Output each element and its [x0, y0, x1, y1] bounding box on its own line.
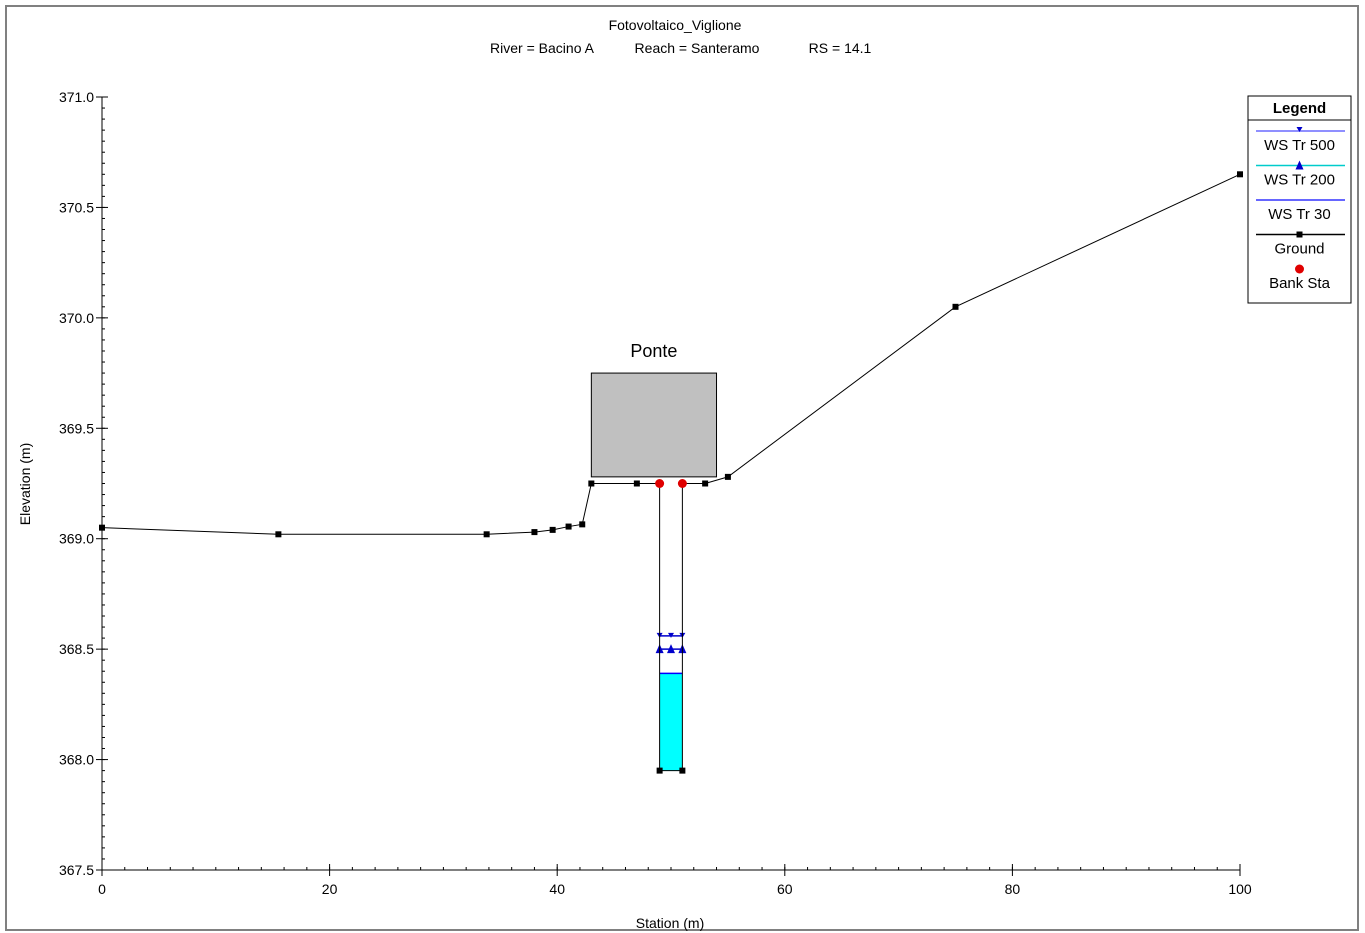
subtitle-river: River = Bacino A	[490, 40, 595, 56]
axes: 367.5 368.0 368.5 369.0 369.5 370.0 370.5 371.0…	[59, 89, 1252, 897]
ground-point	[483, 531, 490, 538]
ground-point	[531, 529, 538, 536]
x-tick-label: 80	[1005, 881, 1021, 897]
x-tick-label: 0	[98, 881, 106, 897]
ground-point	[275, 531, 282, 538]
ground-point	[549, 526, 556, 533]
y-tick-label: 371.0	[59, 89, 94, 105]
legend: Legend WS Tr 500 WS Tr 200 WS Tr 30 Ground Ba…	[1247, 95, 1352, 304]
ground-point	[724, 473, 731, 480]
bank-station-point	[655, 479, 665, 488]
y-tick-label: 369.0	[59, 531, 94, 547]
legend-entry-label: WS Tr 200	[1264, 172, 1335, 189]
legend-marker	[1295, 160, 1304, 170]
ground-point	[702, 480, 709, 487]
x-tick-label: 100	[1228, 881, 1252, 897]
x-tick-label: 60	[777, 881, 793, 897]
bridge-deck	[590, 372, 718, 478]
legend-entry-label: Bank Sta	[1269, 275, 1331, 292]
legend-title: Legend	[1273, 100, 1326, 117]
ground-point	[952, 303, 959, 310]
legend-marker	[1295, 264, 1304, 274]
water-fill	[659, 673, 683, 771]
x-tick-label: 20	[322, 881, 338, 897]
y-tick-label: 368.0	[59, 752, 94, 768]
legend-entry-label: Ground	[1274, 241, 1324, 258]
y-tick-label: 368.5	[59, 641, 94, 657]
ground-point	[633, 480, 640, 487]
subtitle-reach: Reach = Santeramo	[635, 40, 760, 56]
ground-point	[679, 767, 686, 774]
x-tick-label: 40	[549, 881, 565, 897]
ground-point	[579, 521, 586, 528]
chart-title: Fotovoltaico_Viglione	[609, 17, 742, 33]
plot-area: Ponte	[99, 171, 1243, 774]
ws-marker	[667, 644, 675, 654]
legend-marker	[1296, 231, 1303, 238]
y-tick-label: 367.5	[59, 862, 94, 878]
subtitle-rs: RS = 14.1	[809, 40, 872, 56]
ground-point	[1237, 171, 1243, 178]
ground-point	[656, 767, 663, 774]
bank-station-point	[677, 479, 687, 488]
y-tick-label: 370.5	[59, 199, 94, 215]
ws-marker	[668, 632, 674, 638]
y-axis-label: Elevation (m)	[17, 443, 33, 525]
ground-point	[565, 523, 572, 530]
x-axis-label: Station (m)	[636, 915, 704, 931]
legend-entry-label: WS Tr 30	[1268, 206, 1331, 223]
legend-marker	[1296, 127, 1303, 132]
y-tick-label: 369.5	[59, 420, 94, 436]
legend-entry-label: WS Tr 500	[1264, 137, 1335, 154]
bridge-label: Ponte	[630, 341, 677, 361]
y-tick-label: 370.0	[59, 310, 94, 326]
ground-point	[588, 480, 595, 487]
